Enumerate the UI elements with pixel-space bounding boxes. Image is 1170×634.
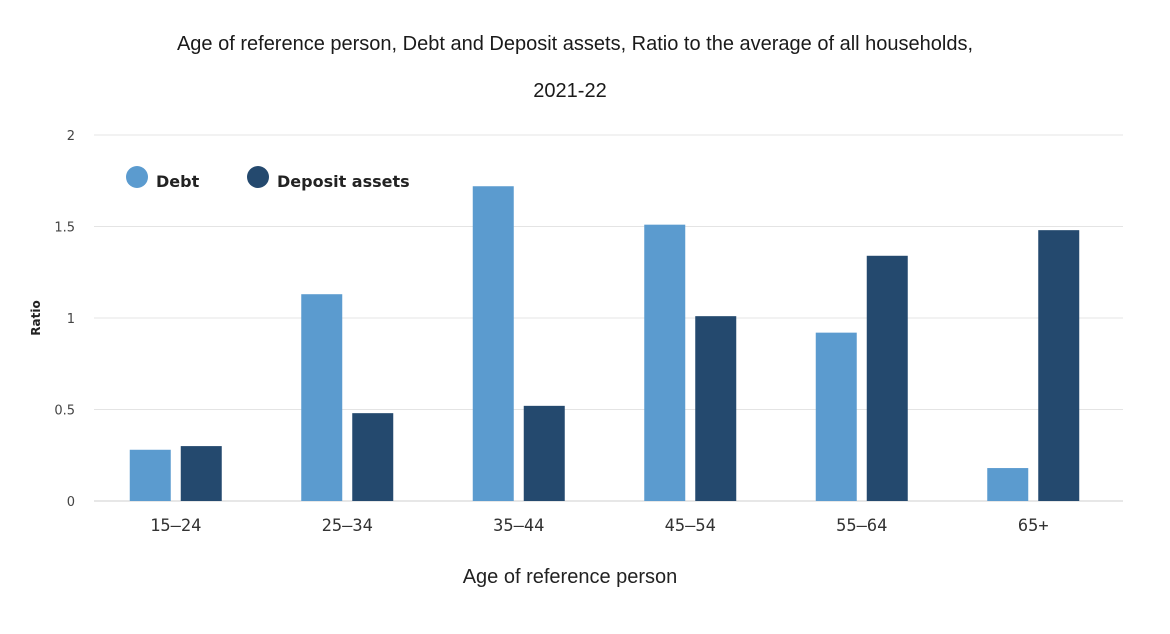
x-tick-label: 45–54 bbox=[665, 516, 716, 536]
x-axis-ticks: 15–24 25–34 35–44 45–54 55–64 65+ bbox=[150, 516, 1048, 536]
y-tick-label: 1 bbox=[67, 312, 75, 327]
x-tick-label: 25–34 bbox=[322, 516, 373, 536]
x-tick-label: 65+ bbox=[1018, 516, 1049, 536]
bar-deposit-assets-4[interactable] bbox=[866, 255, 908, 501]
y-tick-label: 0.5 bbox=[54, 404, 75, 419]
x-tick-label: 15–24 bbox=[150, 516, 201, 536]
bar-debt-3[interactable] bbox=[644, 224, 686, 502]
x-axis-label: Age of reference person bbox=[463, 566, 678, 588]
bar-deposit-assets-2[interactable] bbox=[523, 405, 565, 501]
bar-debt-4[interactable] bbox=[815, 332, 857, 501]
legend-label-debt[interactable]: Debt bbox=[156, 172, 200, 191]
y-axis-label: Ratio bbox=[29, 300, 43, 335]
y-axis-ticks: 0 0.5 1 1.5 2 bbox=[54, 129, 75, 510]
legend-marker-deposit-assets[interactable] bbox=[247, 166, 269, 188]
bar-debt-5[interactable] bbox=[987, 468, 1029, 501]
bar-debt-1[interactable] bbox=[301, 294, 343, 501]
bar-deposit-assets-3[interactable] bbox=[695, 316, 737, 501]
x-tick-label: 55–64 bbox=[836, 516, 887, 536]
chart-title: Age of reference person, Debt and Deposi… bbox=[177, 33, 973, 55]
bar-debt-0[interactable] bbox=[129, 449, 171, 501]
y-tick-label: 0 bbox=[67, 495, 75, 510]
bar-deposit-assets-0[interactable] bbox=[180, 446, 222, 501]
bar-debt-2[interactable] bbox=[472, 186, 514, 502]
y-tick-label: 1.5 bbox=[54, 221, 75, 236]
gridlines bbox=[94, 134, 1123, 502]
legend-label-deposit-assets[interactable]: Deposit assets bbox=[277, 172, 410, 191]
legend-marker-debt[interactable] bbox=[126, 166, 148, 188]
x-tick-label: 35–44 bbox=[493, 516, 544, 536]
legend: Debt Deposit assets bbox=[126, 166, 410, 191]
bar-deposit-assets-1[interactable] bbox=[352, 413, 394, 501]
bar-deposit-assets-5[interactable] bbox=[1038, 230, 1080, 501]
bars bbox=[129, 186, 1080, 502]
y-tick-label: 2 bbox=[67, 129, 75, 144]
chart-subtitle: 2021-22 bbox=[533, 80, 606, 102]
